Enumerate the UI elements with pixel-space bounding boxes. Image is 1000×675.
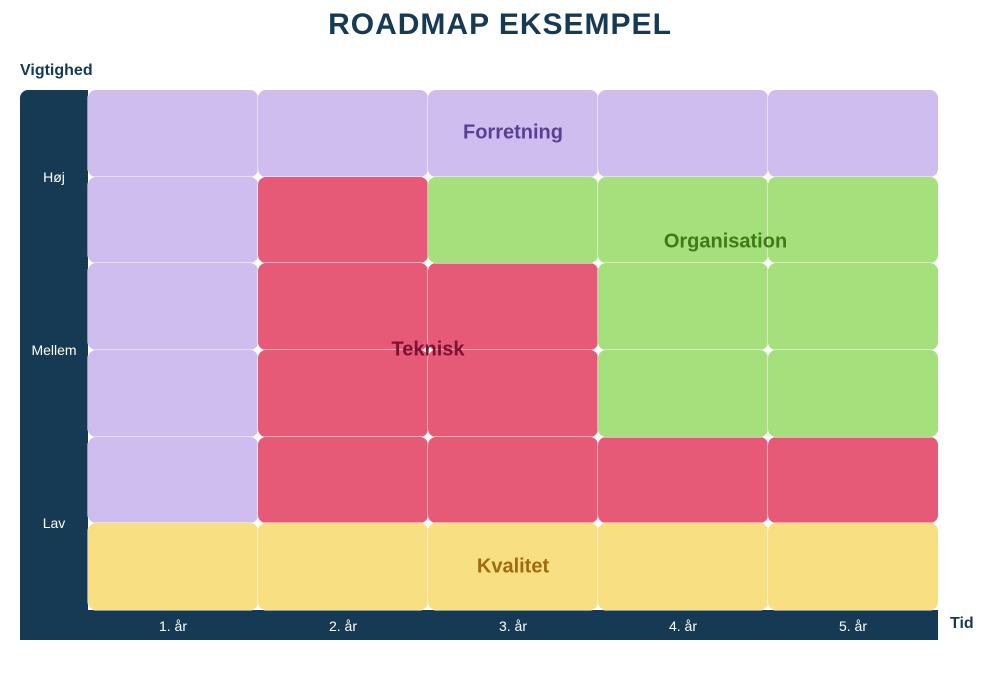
- grid-cell-teknisk: [258, 350, 428, 437]
- x-axis-label: Tid: [950, 615, 974, 633]
- grid-cell-forretning: [88, 177, 258, 264]
- x-tick: 1. år: [159, 618, 187, 634]
- y-axis-bar: Høj Mellem Lav: [20, 90, 88, 640]
- block-label-teknisk: Teknisk: [392, 339, 465, 362]
- x-tick: 5. år: [839, 618, 867, 634]
- grid-cell-organisation: [768, 263, 938, 350]
- grid-cell-forretning: [768, 90, 938, 177]
- grid-cell-kvalitet: [598, 523, 768, 610]
- grid-cell-teknisk: [768, 437, 938, 524]
- plot-area: Forretning Teknisk Organisation Kvalitet: [88, 90, 938, 610]
- grid-cell-teknisk: [428, 437, 598, 524]
- y-tick: Høj: [20, 169, 88, 185]
- y-axis-label: Vigtighed: [20, 62, 93, 80]
- x-tick: 3. år: [499, 618, 527, 634]
- y-tick: Lav: [20, 515, 88, 531]
- grid-cell-organisation: [598, 350, 768, 437]
- block-label-kvalitet: Kvalitet: [477, 555, 549, 578]
- grid-cell-teknisk: [258, 437, 428, 524]
- grid-cell-forretning: [88, 350, 258, 437]
- grid-cell-teknisk: [258, 177, 428, 264]
- grid-cell-kvalitet: [258, 523, 428, 610]
- grid-cell-kvalitet: [768, 523, 938, 610]
- block-label-organisation: Organisation: [664, 230, 787, 253]
- grid-cell-forretning: [88, 437, 258, 524]
- block-label-forretning: Forretning: [463, 122, 563, 145]
- grid-cell-organisation: [768, 177, 938, 264]
- grid-cell-teknisk: [428, 263, 598, 350]
- grid-cell-forretning: [258, 90, 428, 177]
- grid-cell-teknisk: [428, 350, 598, 437]
- y-tick: Mellem: [20, 342, 88, 358]
- x-tick: 2. år: [329, 618, 357, 634]
- chart-area: Høj Mellem Lav 1. år 2. år 3. år 4. år 5. år F…: [20, 90, 938, 640]
- grid-cell-teknisk: [258, 263, 428, 350]
- chart-title: ROADMAP EKSEMPEL: [0, 8, 1000, 42]
- grid-cell-teknisk: [598, 437, 768, 524]
- grid-cell-organisation: [428, 177, 598, 264]
- grid-cell-organisation: [768, 350, 938, 437]
- grid-cell-forretning: [88, 90, 258, 177]
- grid-cell-kvalitet: [88, 523, 258, 610]
- grid-cell-organisation: [598, 263, 768, 350]
- grid-cell-forretning: [88, 263, 258, 350]
- x-axis-bar: 1. år 2. år 3. år 4. år 5. år: [20, 610, 938, 640]
- grid-cell-forretning: [598, 90, 768, 177]
- x-tick: 4. år: [669, 618, 697, 634]
- roadmap-stage: ROADMAP EKSEMPEL Vigtighed Høj Mellem Lav …: [0, 0, 1000, 675]
